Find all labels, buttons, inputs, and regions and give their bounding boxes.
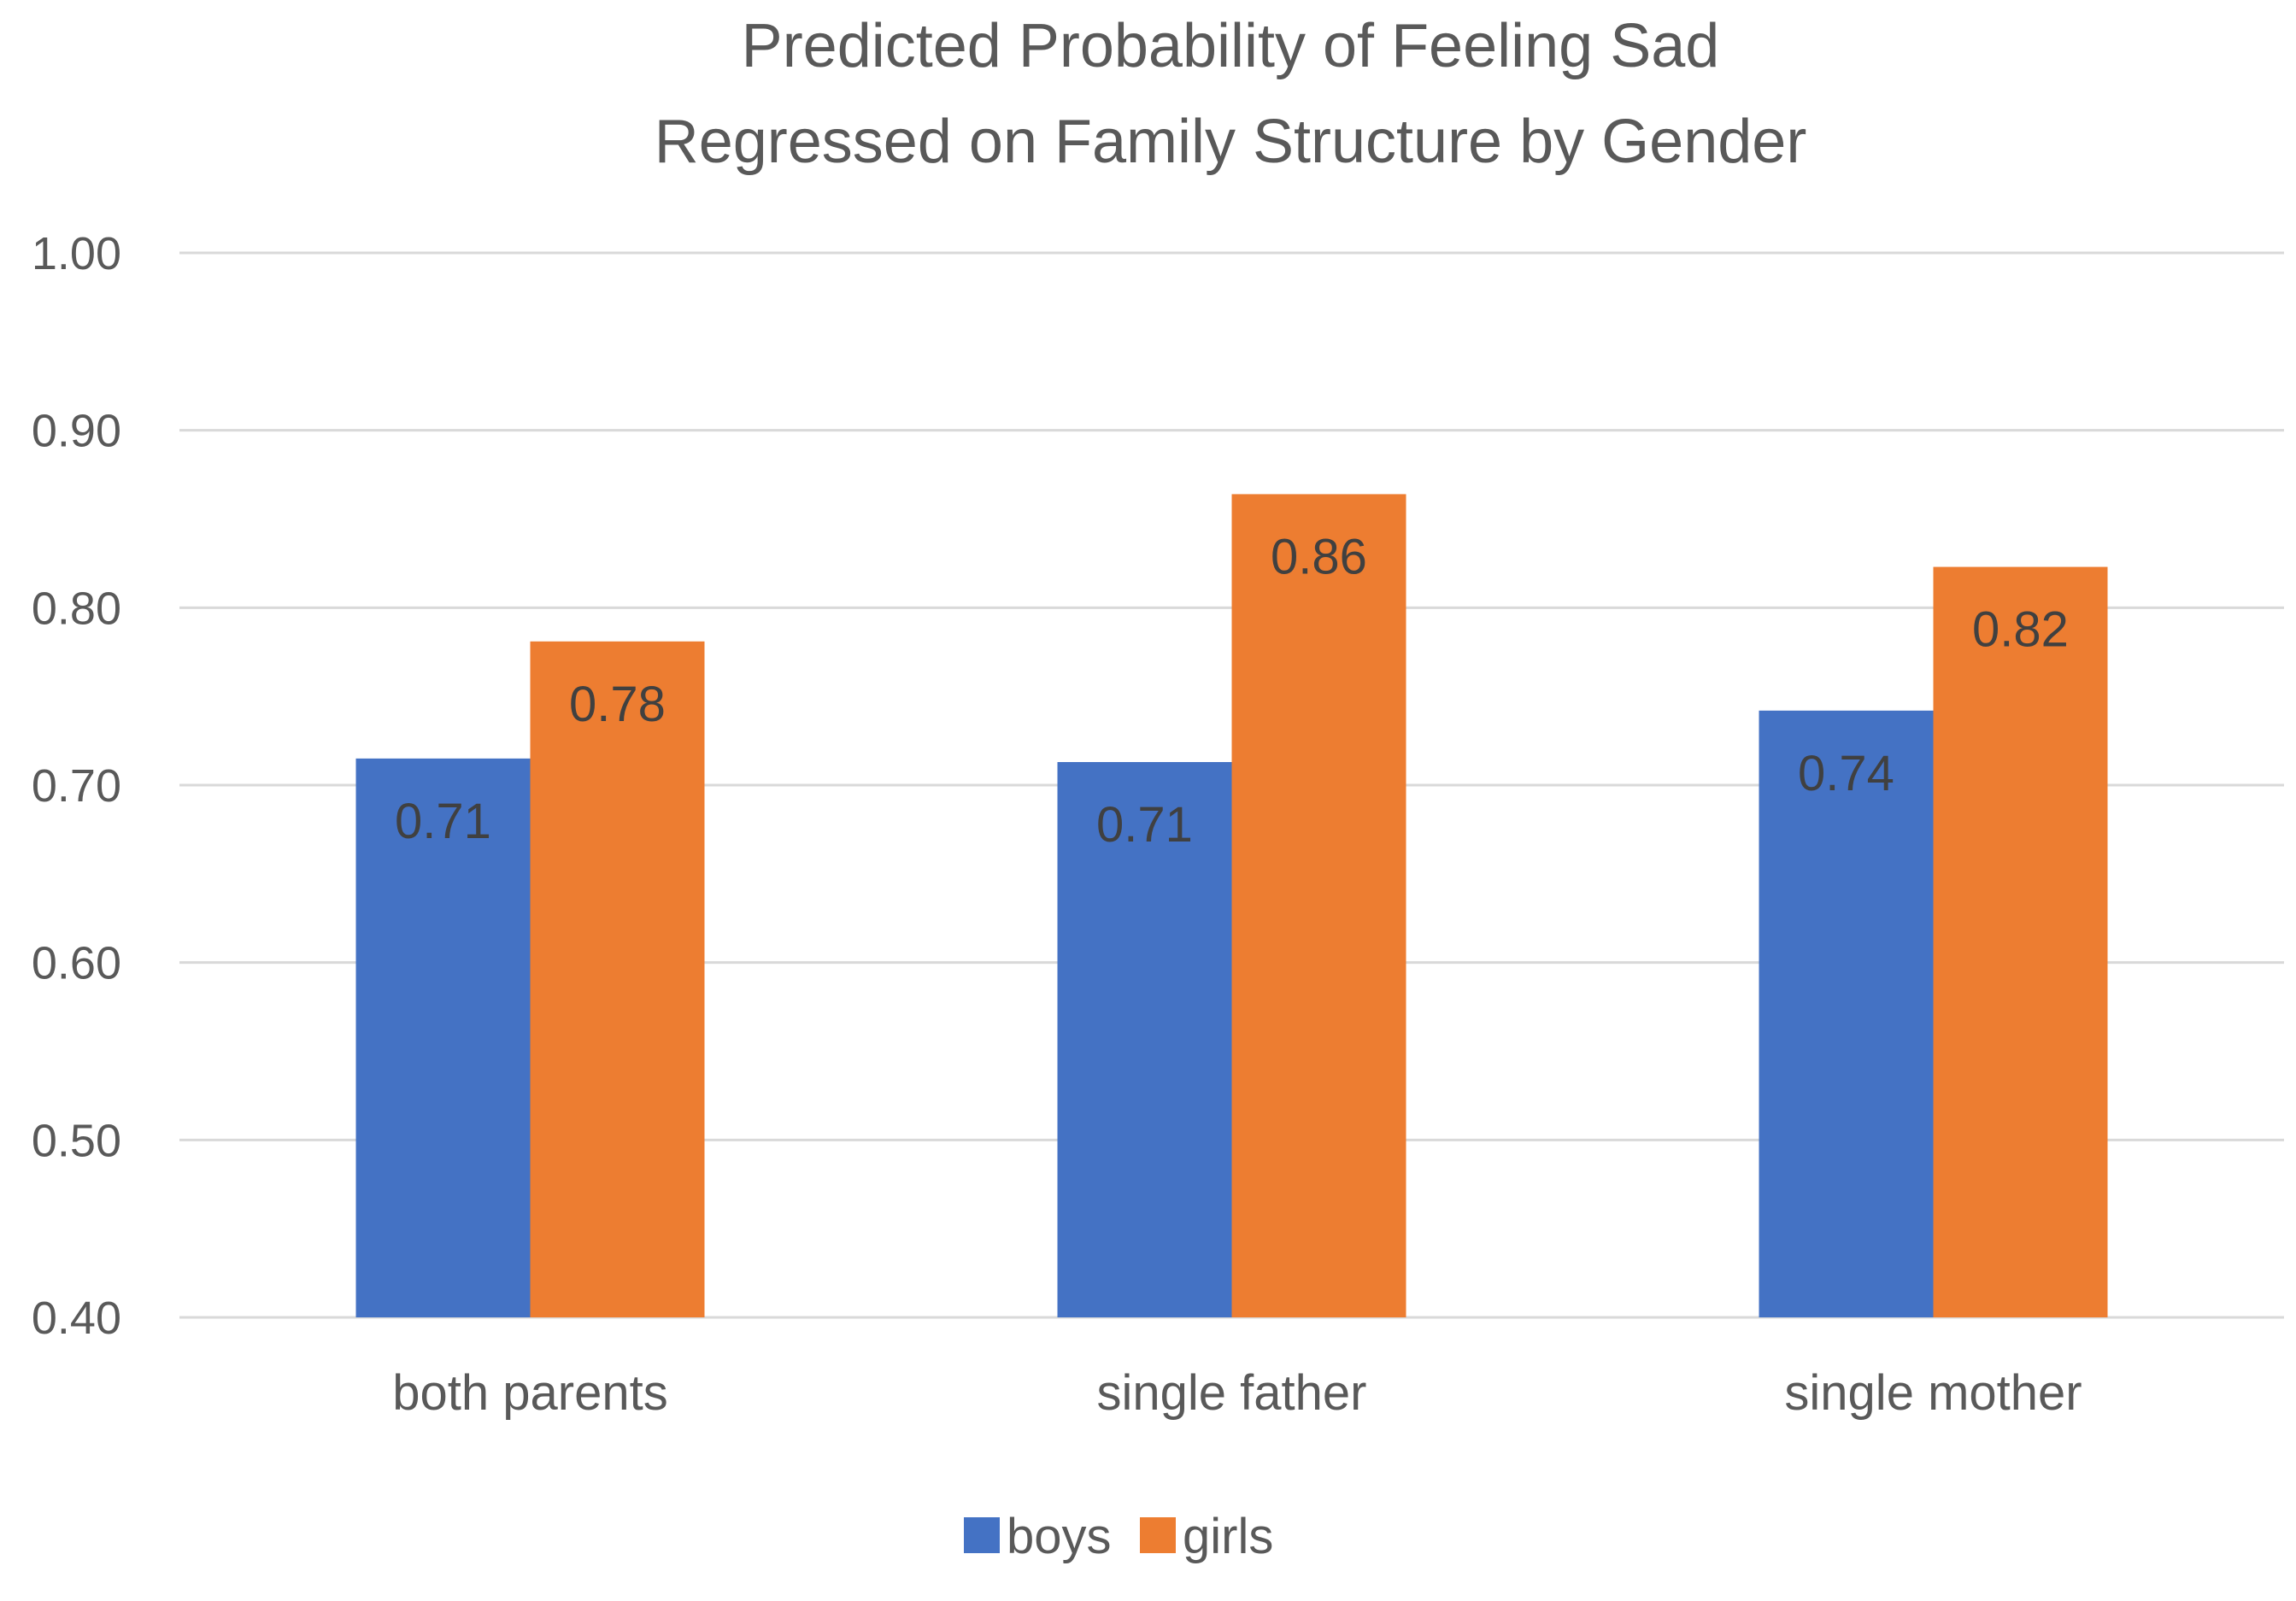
- x-axis-categories: both parents single father single mother: [392, 1365, 2082, 1421]
- data-labels: 0.71 0.78 0.71 0.86 0.74 0.82: [395, 529, 2069, 853]
- y-tick-label: 0.80: [32, 583, 121, 634]
- data-label-girls: 0.86: [1271, 529, 1367, 584]
- bar-boys: [1759, 710, 1934, 1317]
- bar-girls: [530, 641, 705, 1317]
- bar-boys: [355, 758, 531, 1317]
- legend-label-boys: boys: [1007, 1509, 1112, 1564]
- data-label-boys: 0.74: [1798, 746, 1894, 801]
- y-tick-label: 0.70: [32, 760, 121, 812]
- bar-girls: [1231, 494, 1406, 1317]
- chart-subtitle: Regressed on Family Structure by Gender: [655, 108, 1807, 176]
- data-label-boys: 0.71: [395, 794, 491, 849]
- y-tick-label: 1.00: [32, 228, 121, 279]
- chart-title: Predicted Probability of Feeling Sad: [742, 12, 1720, 80]
- y-axis-ticks: 0.40 0.50 0.60 0.70 0.80 0.90 1.00: [32, 228, 121, 1344]
- y-tick-label: 0.50: [32, 1115, 121, 1166]
- bars: [355, 494, 2108, 1317]
- legend: boys girls: [964, 1509, 1273, 1564]
- y-tick-label: 0.40: [32, 1293, 121, 1344]
- y-tick-label: 0.90: [32, 406, 121, 457]
- x-category-label: single father: [1097, 1365, 1367, 1421]
- legend-swatch-boys: [964, 1517, 1000, 1553]
- x-category-label: single mother: [1784, 1365, 2082, 1421]
- legend-swatch-girls: [1140, 1517, 1176, 1553]
- legend-label-girls: girls: [1183, 1509, 1273, 1564]
- y-tick-label: 0.60: [32, 938, 121, 989]
- data-label-girls: 0.82: [1972, 602, 2069, 658]
- data-label-boys: 0.71: [1096, 797, 1193, 853]
- data-label-girls: 0.78: [569, 677, 666, 732]
- x-category-label: both parents: [392, 1365, 667, 1421]
- bar-boys: [1057, 762, 1232, 1317]
- bar-girls: [1933, 566, 2108, 1317]
